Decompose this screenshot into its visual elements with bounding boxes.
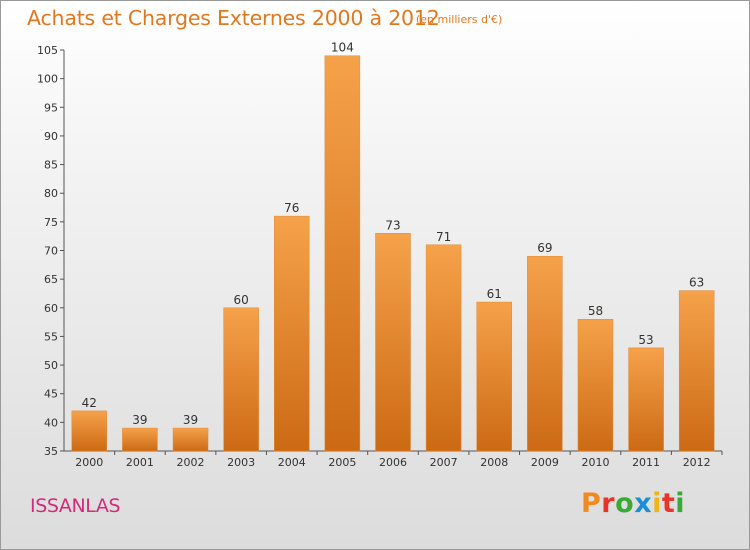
bar <box>223 307 259 452</box>
bar-value-label: 58 <box>588 304 603 318</box>
x-tick-label: 2003 <box>227 456 255 469</box>
bar-value-label: 104 <box>331 41 354 55</box>
y-tick-label: 95 <box>44 101 58 114</box>
y-tick-label: 65 <box>44 273 58 286</box>
bar-value-label: 39 <box>132 413 147 427</box>
bar <box>274 215 310 452</box>
bar-value-label: 61 <box>487 287 502 301</box>
bar <box>425 244 462 452</box>
bar <box>375 233 411 452</box>
bar-value-label: 42 <box>82 396 97 410</box>
bar-value-label: 63 <box>689 276 704 290</box>
x-tick-label: 2001 <box>126 456 154 469</box>
x-tick-label: 2005 <box>328 456 356 469</box>
bar-value-label: 39 <box>183 413 198 427</box>
bar <box>628 347 664 452</box>
bar <box>577 318 614 452</box>
y-tick-label: 90 <box>44 130 58 143</box>
bar-value-label: 73 <box>385 218 400 232</box>
logo-letter: x <box>634 488 653 519</box>
y-tick-label: 50 <box>44 359 58 372</box>
bar <box>122 427 158 452</box>
y-tick-label: 55 <box>44 330 58 343</box>
y-tick-label: 80 <box>44 187 58 200</box>
y-tick-label: 100 <box>37 73 58 86</box>
y-tick-label: 105 <box>37 44 58 57</box>
bar <box>71 410 108 452</box>
y-tick-label: 75 <box>44 216 58 229</box>
y-tick-label: 70 <box>44 245 58 258</box>
x-tick-label: 2012 <box>683 456 711 469</box>
x-tick-label: 2010 <box>581 456 609 469</box>
logo-letter: o <box>615 488 635 519</box>
y-tick-label: 40 <box>44 416 58 429</box>
logo-letter: t <box>661 488 676 519</box>
x-tick-label: 2011 <box>632 456 660 469</box>
x-tick-label: 2000 <box>75 456 103 469</box>
x-tick-label: 2002 <box>177 456 205 469</box>
logo-letter: i <box>652 488 662 519</box>
bar <box>172 427 209 452</box>
bar <box>678 290 715 452</box>
y-tick-label: 45 <box>44 388 58 401</box>
bar-value-label: 53 <box>638 333 653 347</box>
x-tick-label: 2008 <box>480 456 508 469</box>
commune-name: ISSANLAS <box>30 495 121 517</box>
logo-letter: i <box>675 488 686 519</box>
bar-value-label: 60 <box>234 293 249 307</box>
bar <box>527 255 563 452</box>
x-tick-label: 2009 <box>531 456 559 469</box>
chart-bars <box>71 55 715 452</box>
y-tick-label: 85 <box>44 159 58 172</box>
logo-letter: r <box>601 488 616 519</box>
bar-value-label: 76 <box>284 201 299 215</box>
x-tick-label: 2004 <box>278 456 306 469</box>
bar <box>324 55 361 452</box>
y-tick-label: 60 <box>44 302 58 315</box>
x-tick-label: 2006 <box>379 456 407 469</box>
bar-value-label: 69 <box>537 241 552 255</box>
bar <box>476 301 512 452</box>
chart-unit: (en milliers d'€) <box>416 13 503 26</box>
x-tick-label: 2007 <box>430 456 458 469</box>
logo-letter: P <box>581 488 602 519</box>
y-tick-label: 35 <box>44 445 58 458</box>
bar-value-label: 71 <box>436 230 451 244</box>
proxiti-logo: Proxiti <box>581 488 685 519</box>
chart-data-labels: 42 39 39 60 76 104 73 71 61 69 58 53 63 <box>82 41 705 427</box>
chart-title: Achats et Charges Externes 2000 à 2012 <box>27 6 440 30</box>
